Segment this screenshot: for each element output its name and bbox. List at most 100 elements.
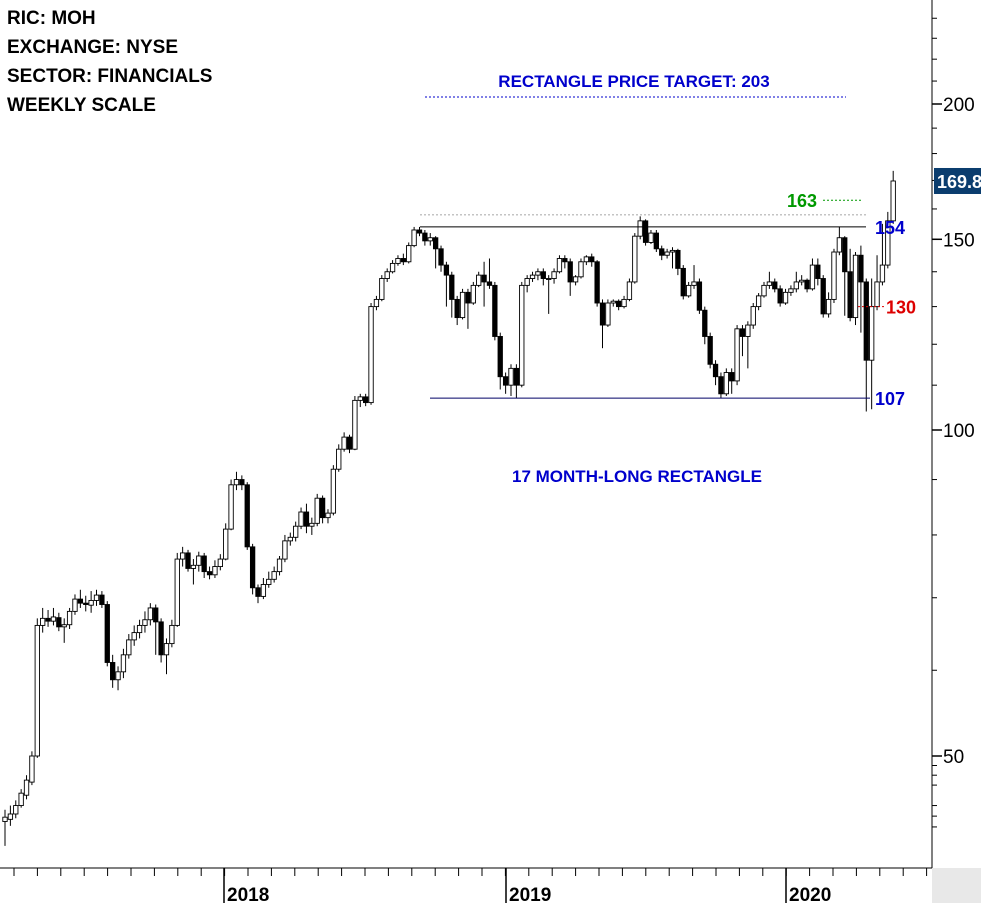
candle [664,248,670,259]
axis-corner [932,868,981,903]
candle-body-up [395,258,401,264]
candle-body-down [567,261,573,283]
candle-body-down [400,258,406,263]
candle-body-down [513,367,520,386]
candle-body-up [120,654,127,673]
candle [610,299,616,307]
candle [174,552,180,627]
candle [29,751,35,786]
candle [793,271,799,293]
candle [637,216,643,240]
candle [675,248,681,276]
candle [443,261,450,307]
candle-body-up [556,258,563,273]
price-axis-bg [932,0,981,868]
candle-body-up [885,220,891,266]
candle [249,543,256,595]
candle-body-up [669,249,676,253]
candle-body-down [777,288,783,304]
candle-body-down [244,484,250,548]
last-price-badge [934,167,981,194]
candle [352,395,358,451]
candle [589,253,595,267]
candle-body-up [373,298,380,308]
candle-body-up [276,558,283,573]
candle-body-up [23,779,30,796]
candle [77,589,84,608]
candle-body-down [696,281,703,311]
scale-label: WEEKLY SCALE [7,95,156,116]
candle [298,507,304,530]
breakout-label: 163 [787,191,817,211]
candle [761,281,767,298]
candle [702,306,708,345]
candle [330,465,337,516]
exchange-label: EXCHANGE: NYSE [7,37,179,58]
candle-body-down [562,258,568,263]
candle [723,368,729,396]
candle [836,226,843,256]
candle [492,281,498,341]
candle [34,618,40,758]
candle [147,603,153,626]
candle [363,393,369,407]
candle [23,775,30,800]
candle-body-up [831,251,837,300]
candle [206,566,213,580]
year-label: 2018 [227,885,269,903]
candle [427,233,433,246]
candle-body-down [422,232,428,242]
candle-body-down [707,336,713,365]
candle-body-up [169,624,175,645]
candle [449,271,455,318]
candle [228,479,234,531]
candle-body-up [761,284,767,297]
candle [185,549,191,572]
candle-body-up [788,288,794,293]
candle-body-up [874,281,880,308]
candle-body-up [163,643,170,656]
time-axis: 2018 2019 2020 [0,867,981,903]
candles-group [2,170,896,846]
candle-body-down [815,264,821,279]
candle [66,607,73,630]
candle [508,364,514,396]
candle [852,252,859,326]
candle-body-down [820,278,826,315]
candle [190,559,197,585]
candle [422,229,428,246]
last-price-label: 169.8 [937,172,981,192]
candle [465,288,471,329]
candle-body-up [637,220,643,237]
candle [788,285,794,296]
candle [481,261,487,307]
candle [562,255,568,269]
candle-body-up [766,281,773,286]
candle [572,275,579,286]
candle-body-up [287,536,293,542]
candle [885,211,891,269]
year-label: 2020 [789,885,831,903]
candle [432,236,439,269]
candle [648,229,654,245]
candle-body-up [879,264,886,283]
candle-body-up [529,274,536,279]
candle [454,295,460,326]
candle [777,285,783,307]
candle [83,595,89,612]
candle-body-down [481,274,487,283]
candle-body-down [185,552,191,569]
candle-body-down [443,264,450,276]
candle-body-up [330,468,337,514]
candle [61,618,67,643]
candle-body-up [34,624,40,757]
candle [766,271,773,289]
candle-body-down [110,662,116,681]
candle [524,275,530,293]
candle [293,521,299,542]
candle-body-down [486,281,493,286]
candle [599,299,606,349]
candle-body-up [664,251,670,256]
candle-body-down [77,598,84,604]
candle [416,226,423,237]
